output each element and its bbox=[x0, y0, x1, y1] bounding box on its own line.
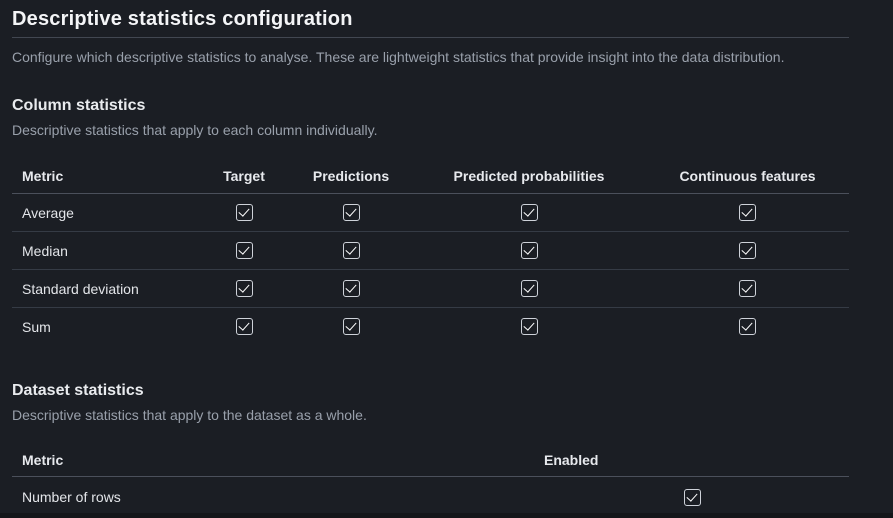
col-header-predicted-probabilities: Predicted probabilities bbox=[412, 158, 646, 194]
checkbox-sum-target[interactable] bbox=[235, 318, 253, 336]
checkbox-sum-predicted-probabilities[interactable] bbox=[520, 318, 538, 336]
col-header-metric: Metric bbox=[12, 443, 536, 477]
checkbox-standard-deviation-continuous-features[interactable] bbox=[739, 280, 756, 298]
checkbox-standard-deviation-predicted-probabilities[interactable] bbox=[520, 280, 538, 298]
column-statistics-heading: Column statistics bbox=[12, 97, 146, 114]
table-row-sum: Sum bbox=[12, 308, 849, 346]
checkbox-median-continuous-features[interactable] bbox=[739, 242, 756, 260]
checkbox-average-predictions[interactable] bbox=[342, 204, 360, 222]
metric-cell: Standard deviation bbox=[22, 280, 139, 297]
checkbox-standard-deviation-target[interactable] bbox=[235, 280, 253, 298]
checkbox-average-target[interactable] bbox=[235, 204, 253, 222]
column-statistics-table: Metric Target Predictions Predicted prob… bbox=[12, 158, 849, 345]
metric-cell: Median bbox=[22, 242, 68, 259]
table-row-number-of-rows: Number of rows bbox=[12, 477, 849, 518]
metric-cell: Average bbox=[22, 204, 74, 221]
dataset-statistics-heading: Dataset statistics bbox=[12, 382, 144, 399]
table-row-median: Median bbox=[12, 232, 849, 270]
checkbox-number-of-rows-enabled[interactable] bbox=[684, 488, 701, 506]
table-row-average: Average bbox=[12, 194, 849, 232]
page-description: Configure which descriptive statistics t… bbox=[12, 49, 785, 65]
metric-cell: Sum bbox=[22, 318, 51, 335]
checkbox-sum-predictions[interactable] bbox=[342, 318, 360, 336]
col-header-metric: Metric bbox=[12, 158, 198, 194]
checkbox-median-predictions[interactable] bbox=[342, 242, 360, 260]
checkbox-average-predicted-probabilities[interactable] bbox=[520, 204, 538, 222]
column-statistics-description: Descriptive statistics that apply to eac… bbox=[12, 122, 378, 138]
column-statistics-section: Column statistics Descriptive statistics… bbox=[12, 96, 849, 345]
dataset-table-header-row: Metric Enabled bbox=[12, 443, 849, 477]
bottom-edge bbox=[0, 513, 893, 518]
checkbox-median-predicted-probabilities[interactable] bbox=[520, 242, 538, 260]
checkbox-median-target[interactable] bbox=[235, 242, 253, 260]
table-row-standard-deviation: Standard deviation bbox=[12, 270, 849, 308]
checkbox-sum-continuous-features[interactable] bbox=[739, 318, 756, 336]
dataset-statistics-description: Descriptive statistics that apply to the… bbox=[12, 407, 367, 423]
dataset-statistics-section: Dataset statistics Descriptive statistic… bbox=[12, 381, 849, 518]
page-title: Descriptive statistics configuration bbox=[12, 8, 353, 30]
col-header-target: Target bbox=[198, 158, 290, 194]
col-header-continuous-features: Continuous features bbox=[646, 158, 849, 194]
config-page: Descriptive statistics configuration Con… bbox=[12, 0, 849, 518]
column-table-header-row: Metric Target Predictions Predicted prob… bbox=[12, 158, 849, 194]
metric-cell: Number of rows bbox=[22, 489, 121, 505]
checkbox-average-continuous-features[interactable] bbox=[739, 204, 756, 222]
dataset-statistics-table: Metric Enabled Number of rows bbox=[12, 443, 849, 518]
col-header-predictions: Predictions bbox=[290, 158, 412, 194]
col-header-enabled: Enabled bbox=[536, 443, 849, 477]
checkbox-standard-deviation-predictions[interactable] bbox=[342, 280, 360, 298]
title-divider bbox=[12, 37, 849, 38]
